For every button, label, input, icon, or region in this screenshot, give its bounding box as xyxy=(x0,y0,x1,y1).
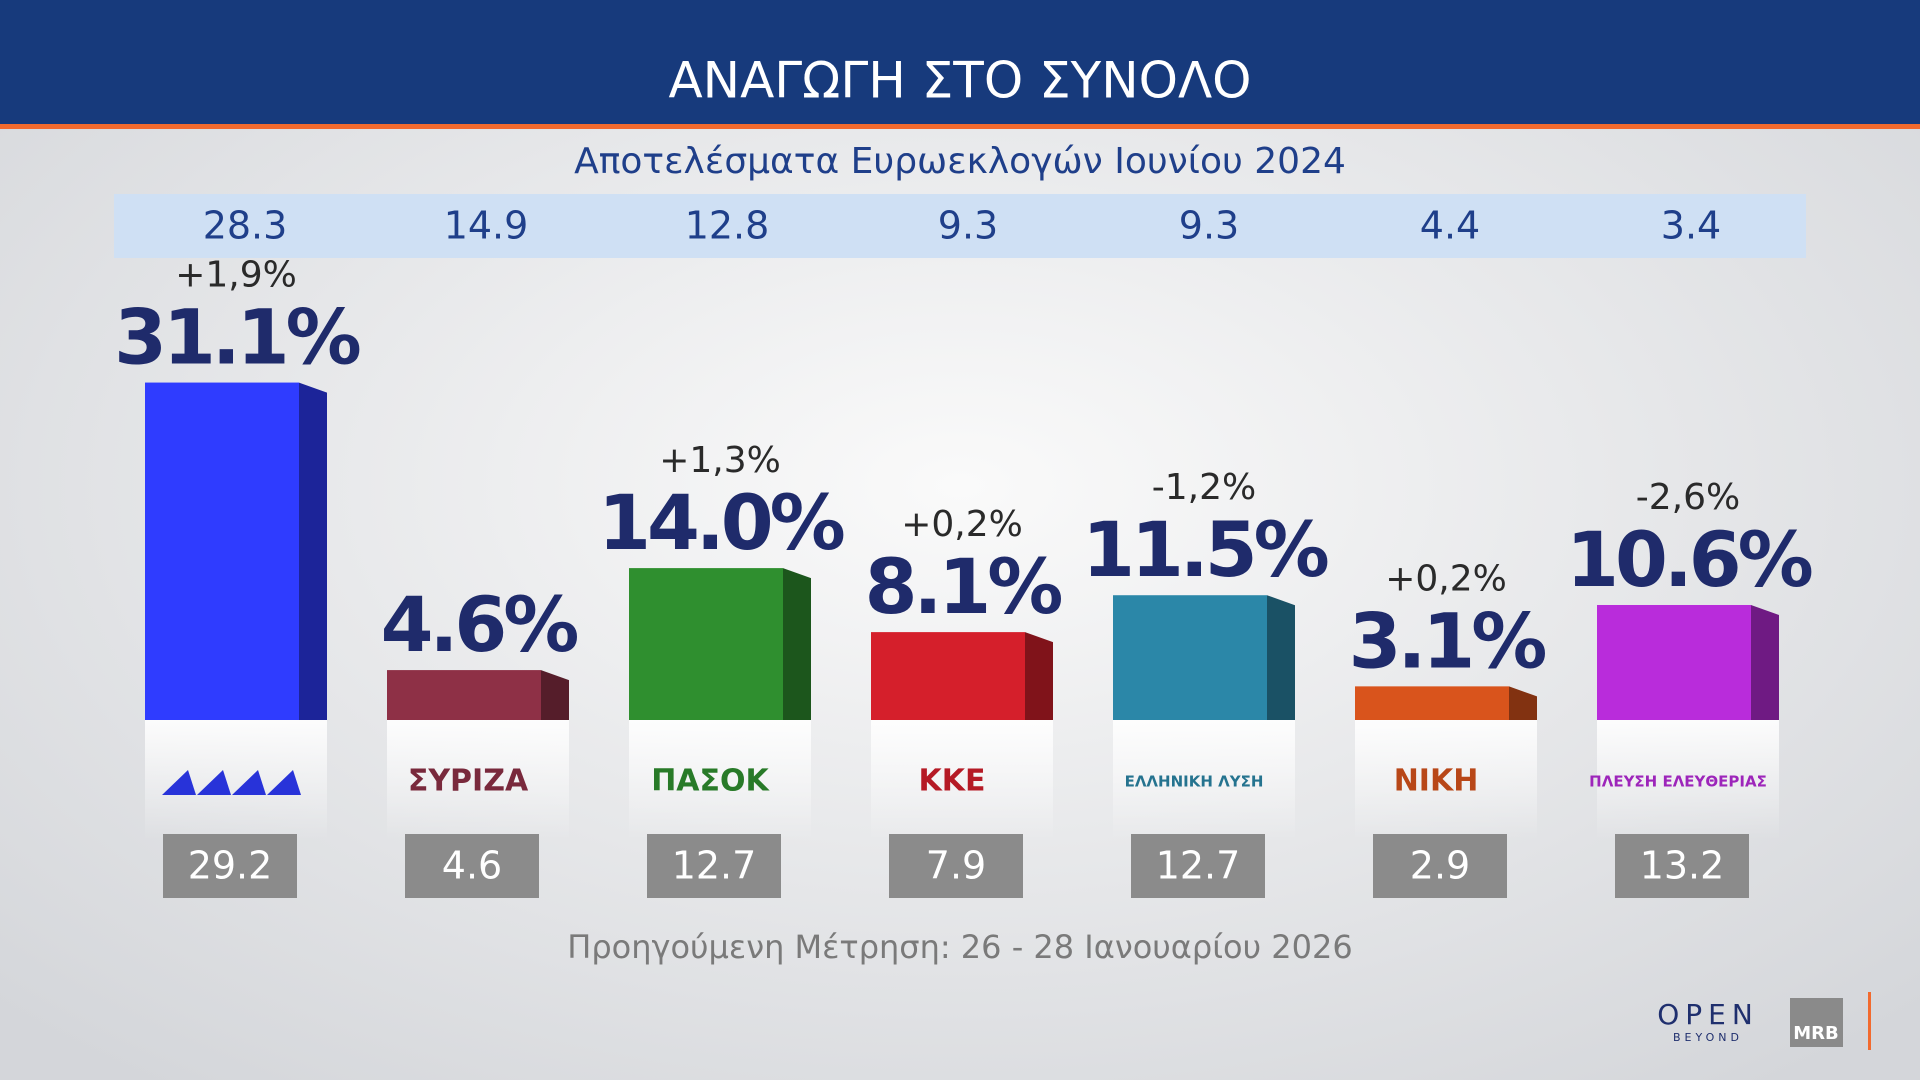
bar-side xyxy=(1267,595,1295,720)
bar-side xyxy=(783,568,811,720)
bar-reflection xyxy=(1355,720,1537,840)
bar xyxy=(1113,595,1267,720)
party-logo-shape xyxy=(267,770,301,795)
previous-value: 7.9 xyxy=(926,844,986,888)
bar xyxy=(387,670,541,720)
party-logo-text: ΣΥΡΙΖΑ xyxy=(408,764,529,799)
previous-value: 4.6 xyxy=(442,844,502,888)
party-logo-text: ΠΛΕΥΣΗ ΕΛΕΥΘΕΡΙΑΣ xyxy=(1589,773,1767,791)
euro-value: 9.3 xyxy=(938,204,998,248)
brand-pollster: MRB xyxy=(1793,1023,1839,1044)
bar-reflection xyxy=(1113,720,1295,840)
euro-value: 3.4 xyxy=(1661,204,1721,248)
previous-box xyxy=(405,834,539,898)
bar xyxy=(1597,604,1751,720)
brand-tagline: BEYOND xyxy=(1673,1031,1743,1044)
euro-value: 28.3 xyxy=(203,204,288,248)
euro-value: 9.3 xyxy=(1179,204,1239,248)
value-label: 10.6% xyxy=(1566,515,1812,604)
value-label: 14.0% xyxy=(598,478,844,567)
chart-title: ΑΝΑΓΩΓΗ ΣΤΟ ΣΥΝΟΛΟ xyxy=(668,52,1251,110)
brand-accent xyxy=(1868,992,1871,1050)
party-logo-shape xyxy=(232,770,266,795)
bar-reflection xyxy=(629,720,811,840)
previous-value: 2.9 xyxy=(1410,844,1470,888)
value-label: 11.5% xyxy=(1082,505,1328,594)
value-label: 4.6% xyxy=(381,580,578,669)
party-logo-shape xyxy=(162,770,196,795)
footer-note: Προηγούμενη Μέτρηση: 26 - 28 Ιανουαρίου … xyxy=(567,928,1352,966)
change-label: -1,2% xyxy=(1152,467,1256,508)
previous-value: 12.7 xyxy=(1156,844,1241,888)
pollster-box xyxy=(1790,998,1843,1047)
euro-value: 14.9 xyxy=(444,204,529,248)
previous-box xyxy=(1131,834,1265,898)
previous-box xyxy=(1615,834,1749,898)
change-label: -2,6% xyxy=(1636,477,1740,518)
bar-side xyxy=(299,382,327,720)
party-logo-text: ΝΙΚΗ xyxy=(1394,764,1479,799)
previous-value: 13.2 xyxy=(1640,844,1725,888)
euro-value: 4.4 xyxy=(1420,204,1480,248)
change-label: +1,3% xyxy=(659,440,781,481)
previous-box xyxy=(1373,834,1507,898)
euro-row-band xyxy=(114,194,1806,258)
subtitle: Αποτελέσματα Ευρωεκλογών Ιουνίου 2024 xyxy=(574,141,1346,182)
brand-channel: OPEN xyxy=(1657,998,1759,1031)
bar-side xyxy=(1509,686,1537,720)
bar xyxy=(629,568,783,720)
bar-reflection xyxy=(871,720,1053,840)
change-label: +0,2% xyxy=(901,504,1023,545)
value-label: 31.1% xyxy=(114,293,360,382)
bar xyxy=(1355,686,1509,720)
bar xyxy=(871,632,1025,720)
change-label: +1,9% xyxy=(175,255,297,296)
bar-side xyxy=(1751,604,1779,720)
party-logo-shape xyxy=(197,770,231,795)
previous-box xyxy=(889,834,1023,898)
previous-box xyxy=(647,834,781,898)
bar-reflection xyxy=(1597,720,1779,840)
value-label: 3.1% xyxy=(1349,596,1546,685)
bar-side xyxy=(1025,632,1053,720)
euro-value: 12.8 xyxy=(685,204,770,248)
bar-reflection xyxy=(145,720,327,840)
previous-box xyxy=(163,834,297,898)
value-label: 8.1% xyxy=(865,542,1062,631)
party-logo-text: ΕΛΛΗΝΙΚΗ ΛΥΣΗ xyxy=(1125,773,1264,791)
header-accent xyxy=(0,124,1920,129)
bar xyxy=(145,382,299,720)
change-label: +0,2% xyxy=(1385,558,1507,599)
previous-value: 12.7 xyxy=(672,844,757,888)
bar-reflection xyxy=(387,720,569,840)
bar-side xyxy=(541,670,569,720)
party-logo-text: ΚΚΕ xyxy=(919,764,986,799)
party-logo-text: ΠΑΣΟΚ xyxy=(651,764,770,799)
header-bar xyxy=(0,0,1920,124)
previous-value: 29.2 xyxy=(188,844,273,888)
